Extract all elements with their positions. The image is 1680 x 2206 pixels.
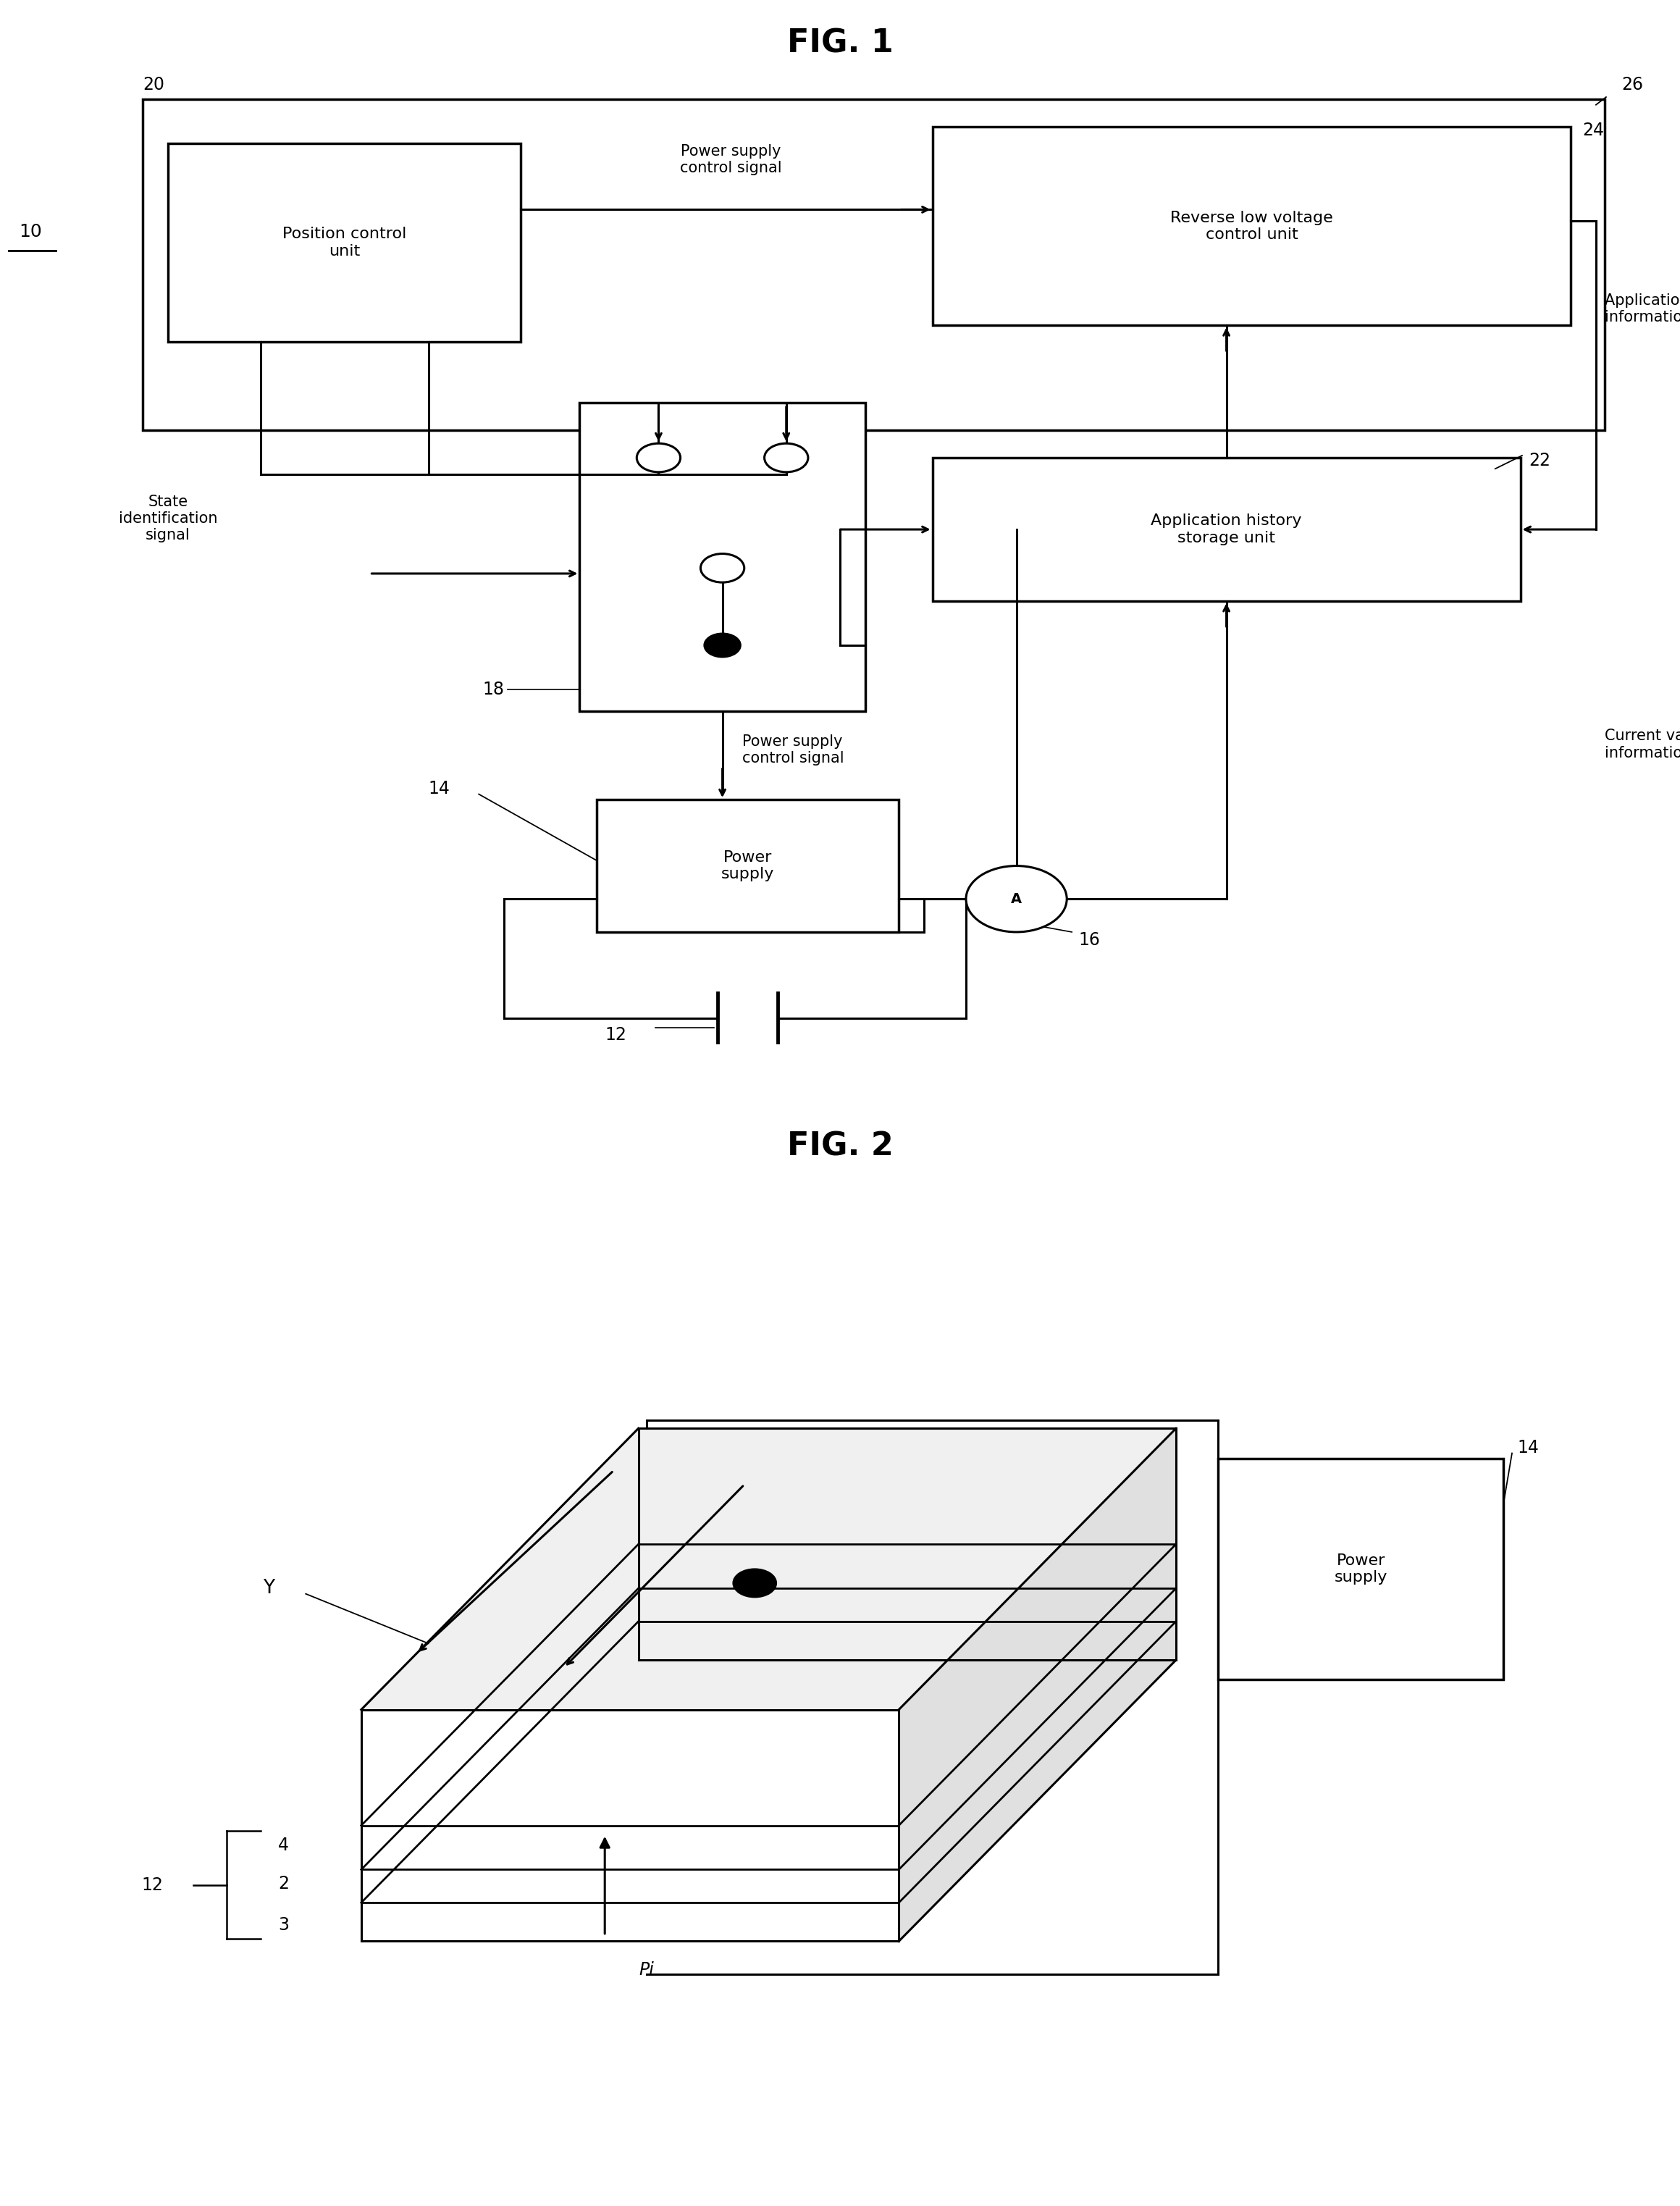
Text: 22: 22 (1529, 452, 1551, 470)
Text: Position control
unit: Position control unit (282, 227, 407, 258)
Text: Current value
information: Current value information (1604, 728, 1680, 761)
Text: 3: 3 (279, 1917, 289, 1932)
FancyBboxPatch shape (143, 99, 1604, 430)
Text: 24: 24 (1583, 121, 1604, 139)
FancyBboxPatch shape (932, 128, 1571, 326)
Circle shape (966, 865, 1067, 931)
Circle shape (764, 443, 808, 472)
FancyBboxPatch shape (932, 459, 1520, 600)
Circle shape (637, 443, 680, 472)
Text: 20: 20 (143, 77, 165, 95)
Circle shape (732, 1568, 776, 1597)
Text: FIG. 2: FIG. 2 (786, 1129, 894, 1163)
Text: Power supply
control signal: Power supply control signal (680, 143, 781, 176)
Text: 2: 2 (279, 1875, 289, 1893)
FancyBboxPatch shape (580, 404, 865, 713)
Text: Application history
information: Application history information (1604, 293, 1680, 324)
Text: 12: 12 (605, 1026, 627, 1043)
Text: 26: 26 (1621, 77, 1643, 95)
Text: Power
supply: Power supply (721, 849, 774, 882)
Text: 10: 10 (18, 223, 42, 240)
Text: State
identification
signal: State identification signal (119, 494, 217, 543)
Text: Power
supply: Power supply (1334, 1553, 1388, 1584)
Text: 14: 14 (428, 781, 450, 796)
Text: Pi: Pi (640, 1961, 654, 1979)
Text: A: A (1011, 891, 1021, 907)
Text: Y: Y (264, 1579, 274, 1597)
Text: 4: 4 (279, 1838, 289, 1853)
FancyBboxPatch shape (596, 801, 899, 931)
FancyBboxPatch shape (168, 143, 521, 342)
Polygon shape (899, 1429, 1176, 1941)
Polygon shape (361, 1429, 1176, 1710)
Text: Application history
storage unit: Application history storage unit (1151, 514, 1302, 545)
Text: 18: 18 (482, 682, 504, 697)
Text: FIG. 1: FIG. 1 (786, 29, 894, 60)
FancyBboxPatch shape (1218, 1458, 1504, 1679)
Polygon shape (361, 1710, 899, 1941)
Text: Reverse low voltage
control unit: Reverse low voltage control unit (1171, 210, 1332, 243)
Circle shape (701, 554, 744, 582)
Circle shape (704, 633, 741, 657)
Text: 16: 16 (1079, 931, 1100, 949)
Text: 14: 14 (1517, 1438, 1539, 1456)
Text: Power supply
control signal: Power supply control signal (743, 735, 845, 765)
Text: 12: 12 (141, 1877, 163, 1893)
